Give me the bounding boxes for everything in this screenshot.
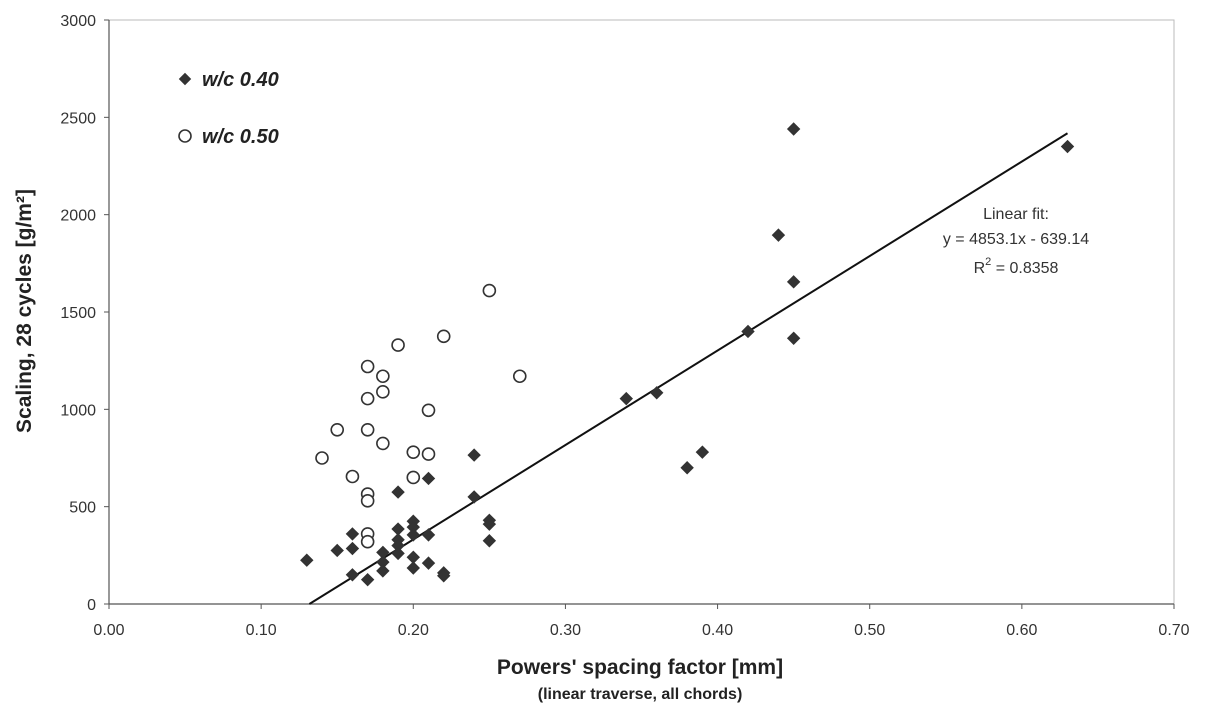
point-wc040 (771, 228, 786, 242)
point-wc040 (421, 471, 436, 486)
point-wc050 (406, 470, 421, 485)
fit-annotation: Linear fit: y = 4853.1x - 639.14 R2 = 0.… (943, 206, 1089, 277)
point-wc040 (330, 543, 344, 558)
y-tick-label: 1500 (60, 305, 96, 322)
x-tick-label: 0.30 (550, 622, 581, 639)
y-axis-title: Scaling, 28 cycles [g/m²] (13, 189, 36, 433)
point-wc050 (421, 447, 436, 461)
point-wc040 (345, 527, 360, 541)
point-wc040 (406, 561, 420, 575)
point-wc050 (391, 338, 405, 352)
fit-equation: y = 4853.1x - 639.14 (943, 231, 1089, 248)
point-wc050 (315, 451, 329, 465)
y-axis: 0 500 1000 1500 2000 2500 3000 (60, 13, 109, 614)
legend-circle-marker (178, 129, 192, 143)
legend-label-wc050: w/c 0.50 (202, 126, 279, 148)
y-tick-label: 2000 (60, 208, 96, 225)
point-wc050 (482, 283, 497, 298)
r2-symbol: R (974, 260, 986, 277)
fit-line-group (308, 132, 1069, 605)
point-wc040 (437, 569, 451, 583)
point-wc040 (786, 275, 801, 289)
point-wc050 (360, 534, 375, 549)
point-wc050 (360, 422, 375, 437)
point-wc050 (376, 436, 390, 451)
point-wc040 (376, 564, 390, 578)
point-wc040 (619, 391, 633, 406)
x-tick-label: 0.40 (702, 622, 733, 639)
point-wc050 (406, 445, 421, 459)
point-wc040 (482, 517, 497, 531)
point-wc040 (421, 556, 436, 570)
legend-marker-wc050 (178, 129, 192, 143)
point-wc040 (1060, 139, 1075, 154)
point-wc040 (391, 485, 405, 499)
x-tick-label: 0.20 (398, 622, 429, 639)
x-tick-label: 0.70 (1158, 622, 1189, 639)
x-axis: 0.00 0.10 0.20 0.30 0.40 0.50 0.60 0.70 (93, 604, 1190, 639)
x-tick-label: 0.00 (93, 622, 124, 639)
point-wc050 (512, 369, 527, 384)
point-wc050 (360, 359, 375, 374)
y-tick-label: 1000 (60, 402, 96, 419)
point-wc040 (482, 534, 497, 548)
point-wc050 (330, 422, 345, 437)
point-wc040 (467, 490, 481, 504)
x-tick-label: 0.60 (1006, 622, 1037, 639)
point-wc040 (421, 528, 436, 542)
x-tick-label: 0.50 (854, 622, 885, 639)
point-wc040 (345, 568, 360, 582)
point-wc040 (680, 461, 694, 475)
fit-line (308, 132, 1069, 605)
point-wc040 (786, 331, 801, 345)
point-wc040 (786, 122, 801, 136)
point-wc040 (650, 386, 664, 400)
point-wc040 (360, 572, 375, 587)
plot-border (108, 19, 1175, 605)
legend-diamond-marker (178, 72, 192, 86)
y-tick-label: 2500 (60, 110, 96, 127)
x-tick-label: 0.10 (246, 622, 277, 639)
x-axis-title: Powers' spacing factor [mm] (497, 656, 783, 679)
point-wc050 (436, 329, 451, 344)
point-wc050 (376, 385, 390, 399)
point-wc050 (345, 469, 360, 484)
point-wc040 (391, 546, 405, 561)
x-axis-subtitle: (linear traverse, all chords) (538, 686, 743, 703)
point-wc040 (741, 324, 755, 339)
legend-label-wc040: w/c 0.40 (202, 69, 279, 91)
data-points (300, 122, 1075, 587)
point-wc040 (345, 541, 360, 556)
y-tick-label: 3000 (60, 13, 96, 30)
plot-area (108, 19, 1175, 605)
y-tick-label: 500 (69, 500, 96, 517)
point-wc050 (376, 369, 390, 384)
legend-marker-wc040 (178, 72, 192, 86)
point-wc040 (467, 448, 481, 462)
fit-r-squared: R2 = 0.8358 (974, 256, 1059, 277)
r2-value: = 0.8358 (991, 260, 1058, 277)
point-wc050 (360, 494, 375, 508)
r2-superscript: 2 (985, 256, 991, 268)
legend: w/c 0.40 w/c 0.50 (178, 69, 279, 148)
point-wc050 (421, 403, 436, 418)
point-wc040 (406, 528, 420, 542)
point-wc050 (360, 391, 375, 406)
fit-label: Linear fit: (983, 206, 1049, 223)
point-wc040 (300, 553, 314, 567)
y-tick-label: 0 (87, 597, 96, 614)
point-wc040 (695, 445, 710, 459)
